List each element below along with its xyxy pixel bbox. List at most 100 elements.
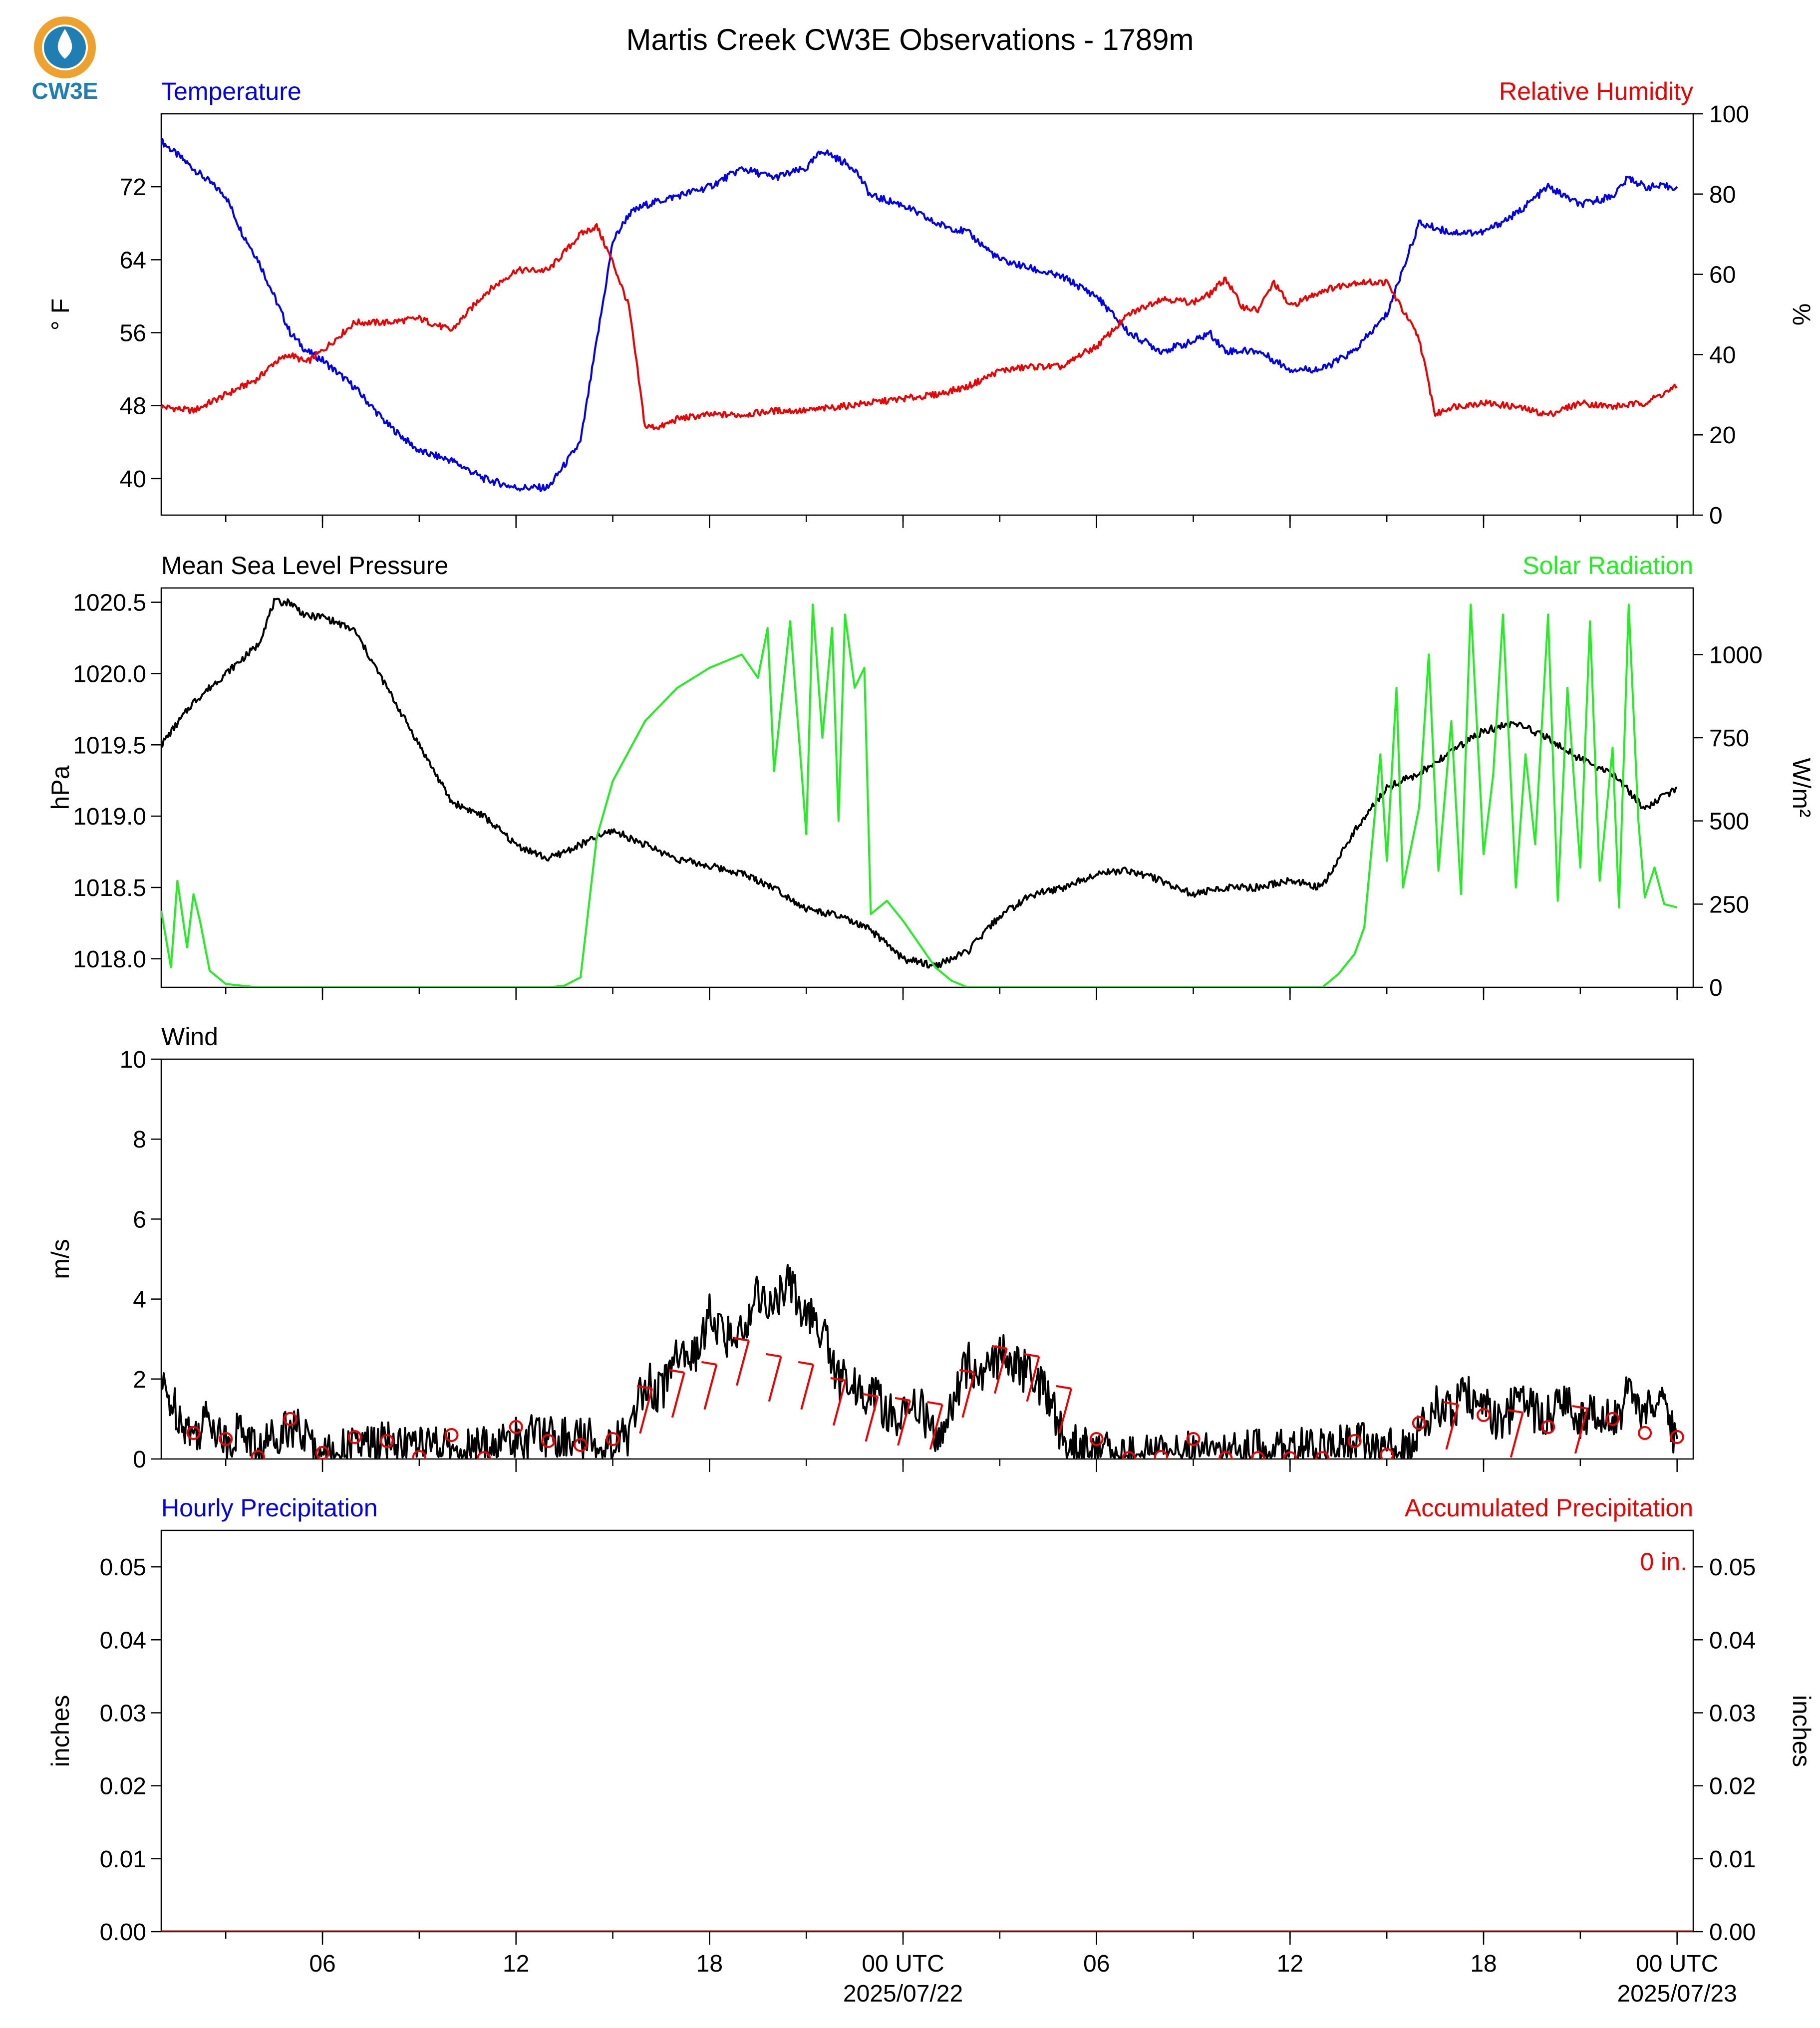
x-tick-label: 06 [309,1951,335,1977]
panel-temperature-humidity: Temperature Relative Humidity 40 48 56 64 72 0 2… [46,77,1816,529]
panel-left-label: Mean Sea Level Pressure [161,552,448,579]
wind-calm-marker [509,1420,523,1434]
wind-barb-flag [1572,1405,1588,1410]
wind-barb-staff [832,1380,847,1426]
wind-barb-staff [639,1388,653,1434]
logo-drop-icon [57,29,72,59]
wind-calm-marker [444,1428,459,1442]
wind-calm-marker [541,1434,556,1448]
y-tick-label-right: 0.05 [1709,1554,1756,1581]
wind-calm-marker [1154,1449,1168,1459]
panel-left-label: Temperature [161,77,302,105]
wind-calm-marker [1089,1432,1104,1446]
wind-barb-flag [863,1393,878,1398]
y-tick-label-left: 2 [133,1367,146,1393]
panel-precipitation: Hourly Precipitation Accumulated Precipit… [46,1494,1816,2007]
y-axis-title-left: m/s [46,1239,74,1279]
wind-calm-marker [1218,1451,1233,1459]
y-axis-title-right: % [1788,303,1816,325]
wind-barb-staff [703,1364,718,1410]
wind-calm-marker [1283,1451,1297,1459]
wind-calm-marker [477,1451,491,1459]
series-group [161,1264,1684,1459]
y-tick-label-left: 0.00 [100,1919,146,1946]
y-tick-label-right: 1000 [1709,642,1763,668]
cw3e-logo: CW3E [32,16,98,104]
panels-layer: Temperature Relative Humidity404856647202… [46,77,1816,2007]
wind-calm-marker [606,1432,620,1446]
x-tick-sublabel: 2025/07/22 [843,1981,963,2007]
panel-right-label: Solar Radiation [1522,552,1693,579]
x-tick-label: 12 [1277,1951,1303,1977]
wind-calm-marker [315,1446,330,1459]
panel-pressure-solar: Mean Sea Level Pressure Solar Radiation 10… [46,552,1816,1001]
wind-barb-staff [1445,1404,1460,1450]
plot-frame [160,587,1694,988]
y-tick-label-left: 72 [120,174,146,201]
y-tick-label-left: 0.02 [100,1773,146,1800]
wind-barb-staff [768,1356,782,1402]
wind-calm-marker [219,1432,233,1446]
wind-barb-flag [701,1361,717,1366]
panel-left-label: Hourly Precipitation [161,1494,378,1522]
wind-calm-marker [1412,1416,1426,1430]
wind-barb-staff [993,1348,1008,1394]
panel-left-label: Wind [161,1023,218,1051]
x-tick-label: 00 UTC [862,1951,944,1977]
x-tick-sublabel: 2025/07/23 [1617,1981,1737,2007]
logo-ring [34,16,96,78]
wind-barb-flag [927,1401,942,1406]
wind-barb-staff [897,1400,911,1446]
wind-barb-staff [961,1372,976,1418]
y-tick-label-left: 0.04 [100,1627,146,1654]
y-tick-label-right: 250 [1709,891,1749,918]
y-tick-label-left: 1020.0 [73,661,146,687]
x-tick-label: 06 [1083,1951,1110,1977]
y-axis-title-left: ° F [46,298,74,330]
wind-barb-flag [669,1369,685,1374]
wind-calm-marker [251,1449,265,1459]
wind-calm-marker [283,1412,298,1426]
y-tick-label-right: 750 [1709,725,1749,752]
series-line [161,1264,1678,1459]
y-tick-label-left: 1019.5 [73,732,146,759]
y-tick-label-left: 1019.0 [73,804,146,830]
wind-calm-marker [1250,1451,1265,1459]
y-tick-label-left: 4 [133,1287,146,1313]
wind-calm-marker [412,1449,426,1459]
y-tick-label-right: 40 [1709,342,1736,368]
series-line [161,597,1678,969]
wind-barb-staff [1058,1388,1073,1434]
y-tick-label-left: 6 [133,1206,146,1233]
wind-barb-staff [671,1372,685,1418]
y-tick-label-left: 1018.0 [73,946,146,973]
y-tick-label-left: 10 [120,1047,146,1073]
panel-right-label: Relative Humidity [1499,77,1693,105]
wind-barb-flag [1056,1385,1072,1390]
y-tick-label-left: 0.05 [100,1554,146,1581]
x-tick-label: 00 UTC [1636,1951,1718,1977]
wind-calm-marker [347,1430,362,1444]
y-tick-label-left: 40 [120,466,146,493]
y-tick-label-right: 20 [1709,422,1736,449]
page-title: Martis Creek CW3E Observations - 1789m [626,23,1194,56]
wind-barb-flag [959,1369,975,1374]
wind-calm-marker [1638,1426,1652,1440]
wind-barb-staff [800,1364,815,1410]
wind-calm-marker [1605,1412,1620,1426]
y-tick-label-left: 0.03 [100,1700,146,1727]
wind-barb-flag [895,1397,910,1402]
wind-calm-marker [1315,1451,1329,1459]
wind-barb-flag [1508,1409,1523,1414]
wind-calm-marker [1186,1432,1201,1446]
y-tick-label-right: 500 [1709,809,1749,835]
panel-wind: Wind 0 2 4 6 8 10 m/s [46,1023,1694,1473]
wind-barb-flag [1024,1353,1039,1358]
wind-calm-marker [1477,1408,1491,1422]
y-tick-label-right: 80 [1709,182,1736,208]
series-group [161,138,1678,492]
wind-barb-staff [1510,1412,1524,1458]
y-tick-label-right: 0.02 [1709,1773,1756,1800]
series-line [161,603,1678,987]
